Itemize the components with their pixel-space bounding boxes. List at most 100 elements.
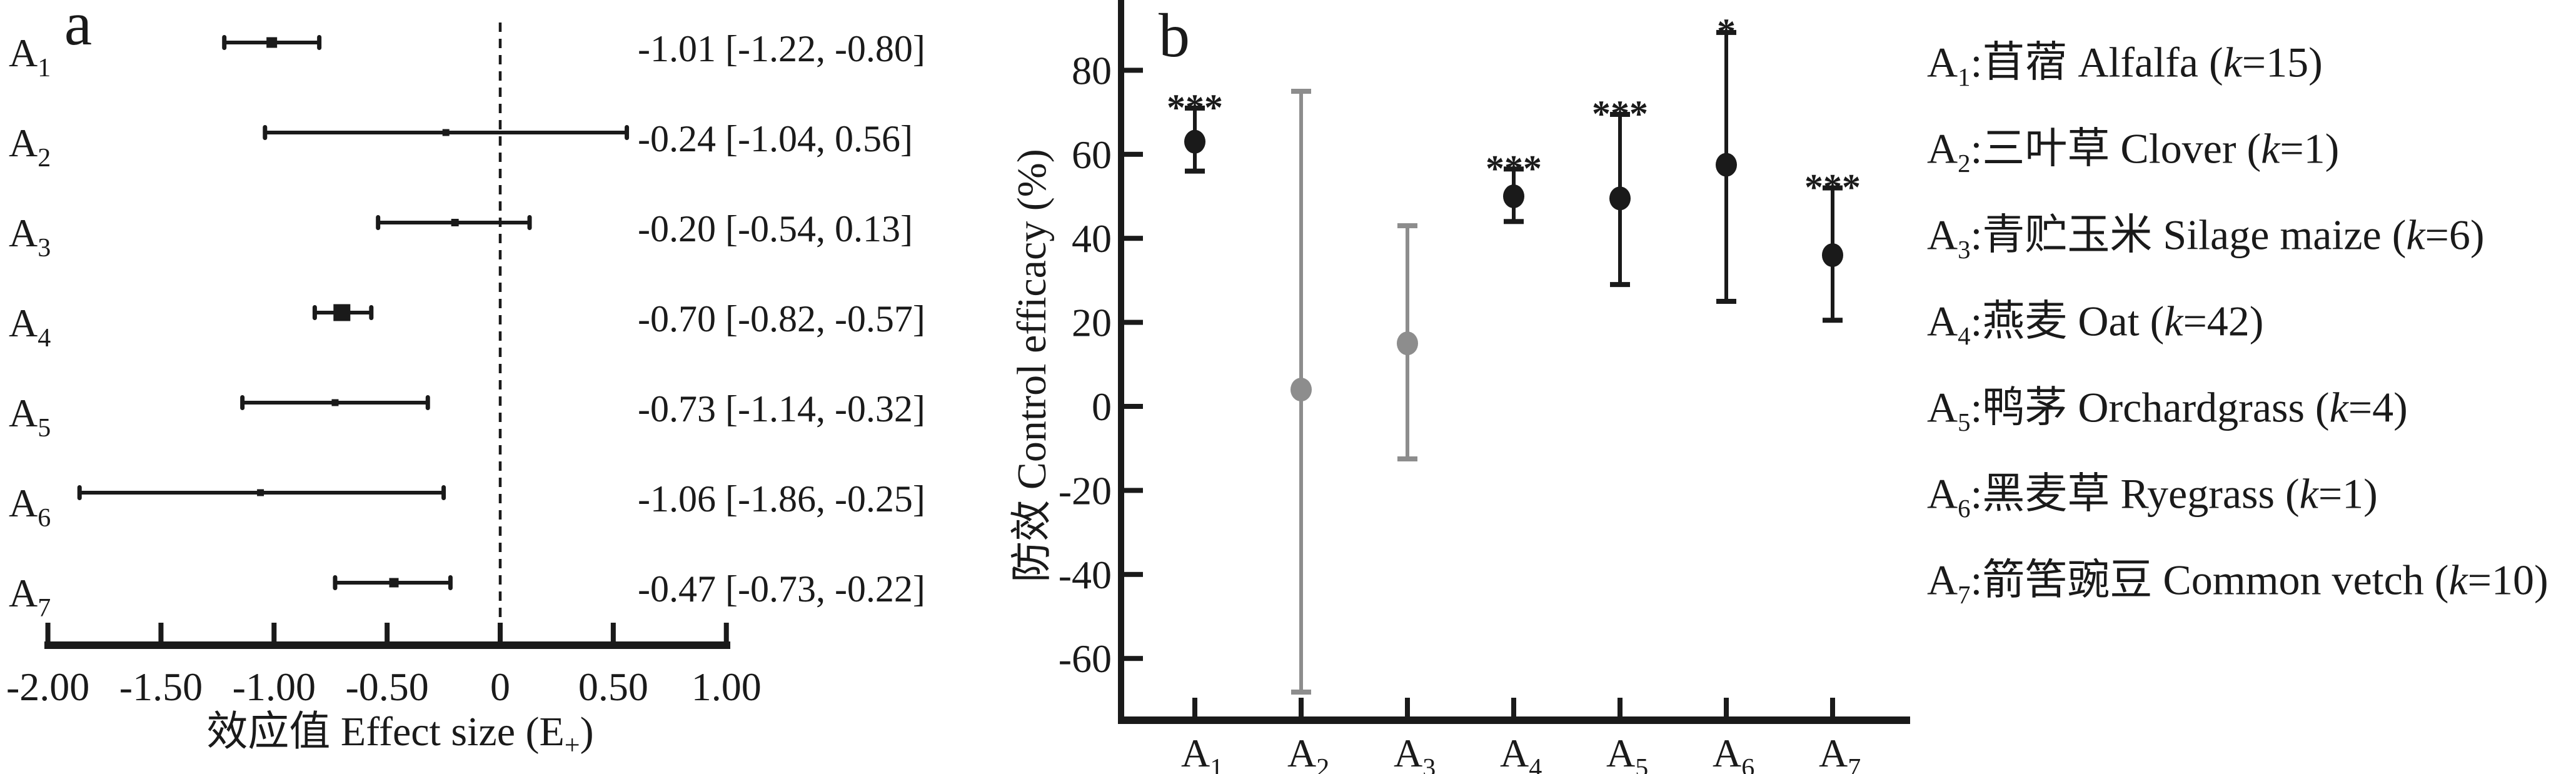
mean-dot <box>1397 331 1418 356</box>
category-label: A7 <box>1819 731 1861 774</box>
ci-cap <box>625 125 630 140</box>
error-cap <box>1291 89 1311 94</box>
category-tick <box>1405 698 1410 716</box>
estimate-text: -0.20 [-0.54, 0.13] <box>638 208 913 249</box>
point-estimate-marker <box>266 37 278 48</box>
x-axis-tick <box>45 623 51 641</box>
y-tick-label: 80 <box>1072 48 1112 93</box>
forest-row-A7: A7 -0.47 [-0.73, -0.22] <box>9 568 925 623</box>
ci-cap <box>448 575 453 590</box>
y-tick-label: -20 <box>1059 468 1112 513</box>
efficacy-plot-panel-b: 80 60 40 20 0 -20 -40 -60 防效 Control efficacy (%… <box>1009 0 1910 774</box>
forest-plot-panel-a: A1 -1.01 [-1.22, -0.80] A2 -0.24 [-1.04, 0.… <box>6 23 925 760</box>
y-tick-label: -40 <box>1059 553 1112 597</box>
category-label: A4 <box>1500 731 1542 774</box>
ci-cap <box>263 125 268 140</box>
y-tick-label: 20 <box>1072 301 1112 345</box>
x-axis-tick <box>610 623 616 641</box>
x-tick-label: -2.00 <box>6 665 89 709</box>
point-estimate-marker <box>257 489 264 496</box>
efficacy-series-A3 <box>1397 223 1418 461</box>
estimate-text: -0.24 [-1.04, 0.56] <box>638 118 913 159</box>
significance-mark: *** <box>1804 167 1861 208</box>
x-axis-tick <box>723 623 729 641</box>
error-cap <box>1504 166 1524 172</box>
significance-mark: *** <box>1167 87 1223 128</box>
category-label: A3 <box>1394 731 1436 774</box>
row-label: A5 <box>9 391 51 443</box>
x-tick-label: 0.50 <box>578 665 648 709</box>
y-tick-label: 0 <box>1092 384 1112 429</box>
mean-dot <box>1184 129 1205 154</box>
x-axis-line <box>44 641 730 649</box>
efficacy-series-A7: *** <box>1804 167 1861 323</box>
y-axis-tick <box>1124 404 1143 409</box>
y-axis-tick <box>1124 488 1143 493</box>
y-axis-tick <box>1124 656 1143 661</box>
error-cap <box>1823 318 1843 323</box>
ci-cap <box>222 35 227 50</box>
estimate-text: -1.01 [-1.22, -0.80] <box>638 28 925 69</box>
x-tick-label: -1.00 <box>233 665 316 709</box>
y-axis-tick <box>1124 151 1143 157</box>
point-estimate-marker <box>331 399 339 406</box>
category-tick <box>1724 698 1729 716</box>
estimate-text: -0.73 [-1.14, -0.32] <box>638 388 925 430</box>
y-tick-label: -60 <box>1059 636 1112 681</box>
ci-cap <box>240 395 245 410</box>
ci-cap <box>77 485 82 500</box>
point-estimate-marker <box>442 129 450 136</box>
y-axis-line <box>1118 0 1124 724</box>
x-axis-title: 效应值 Effect size (E+) <box>206 709 593 760</box>
point-estimate-marker <box>389 578 399 588</box>
error-cap <box>1185 168 1205 174</box>
category-label: A2 <box>1287 731 1329 774</box>
category-tick <box>1511 698 1516 716</box>
forest-row-A5: A5 -0.73 [-1.14, -0.32] <box>9 388 925 443</box>
y-axis-tick <box>1124 68 1143 73</box>
row-label: A4 <box>9 301 51 353</box>
mean-dot <box>1822 243 1843 268</box>
row-label: A6 <box>9 481 51 533</box>
y-axis-tick <box>1124 319 1143 325</box>
y-tick-label: 60 <box>1072 133 1112 177</box>
panel-b-letter: b <box>1159 1 1190 70</box>
category-label: A6 <box>1713 731 1754 774</box>
efficacy-series-A1: *** <box>1167 87 1223 174</box>
category-tick <box>1299 698 1304 716</box>
row-label: A1 <box>9 31 51 83</box>
efficacy-series-A4: *** <box>1486 148 1542 224</box>
forest-row-A3: A3 -0.20 [-0.54, 0.13] <box>9 208 913 263</box>
x-axis-tick <box>498 623 503 641</box>
category-label: A1 <box>1181 731 1223 774</box>
estimate-text: -0.70 [-0.82, -0.57] <box>638 298 925 339</box>
category-tick <box>1830 698 1835 716</box>
x-tick-label: -1.50 <box>119 665 203 709</box>
y-axis-title: 防效 Control efficacy (%) <box>1009 149 1055 582</box>
error-cap <box>1610 282 1630 288</box>
forest-row-A6: A6 -1.06 [-1.86, -0.25] <box>9 478 925 533</box>
ci-cap <box>369 305 374 320</box>
error-cap <box>1504 219 1524 224</box>
x-axis-tick <box>271 623 277 641</box>
mean-dot <box>1291 378 1312 402</box>
x-tick-label: 1.00 <box>692 665 762 709</box>
mean-dot <box>1503 184 1524 208</box>
error-cap <box>1185 105 1205 111</box>
ci-cap <box>312 305 317 320</box>
ci-cap <box>376 215 381 230</box>
ci-cap <box>527 215 532 230</box>
error-cap <box>1823 185 1843 191</box>
x-axis-line <box>1118 716 1910 724</box>
ci-cap <box>425 395 430 410</box>
efficacy-series-A5: *** <box>1592 93 1648 288</box>
error-cap <box>1397 456 1417 461</box>
significance-mark: *** <box>1486 148 1542 189</box>
ci-cap <box>333 575 338 590</box>
x-axis-tick <box>385 623 390 641</box>
significance-mark: * <box>1717 11 1736 53</box>
error-cap <box>1291 689 1311 695</box>
row-label: A7 <box>9 571 51 623</box>
mean-dot <box>1716 153 1737 177</box>
